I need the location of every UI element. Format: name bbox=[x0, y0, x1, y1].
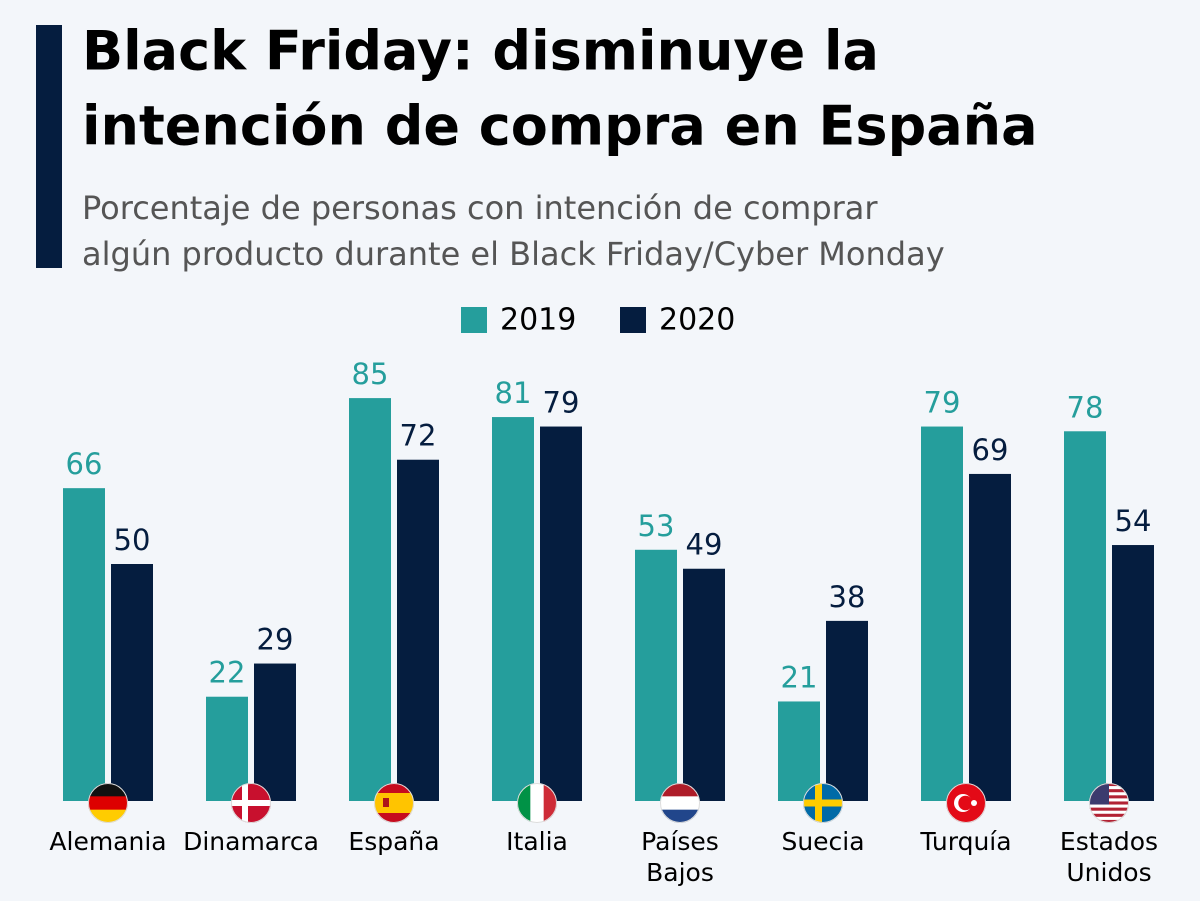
flag-stripe bbox=[1089, 819, 1129, 823]
bar bbox=[206, 696, 248, 801]
flag-stripe bbox=[1089, 807, 1129, 812]
flag-border bbox=[1089, 783, 1129, 823]
value-label: 38 bbox=[829, 580, 866, 614]
flag-border bbox=[803, 783, 843, 823]
bar bbox=[969, 473, 1011, 801]
bar bbox=[635, 549, 677, 801]
chart-title: Black Friday: disminuye la bbox=[82, 20, 879, 83]
chart-subtitle: algún producto durante el Black Friday/C… bbox=[82, 235, 945, 273]
value-label: 79 bbox=[924, 386, 961, 420]
x-tick-label: Italia bbox=[506, 827, 568, 856]
value-label: 69 bbox=[972, 433, 1009, 467]
value-label: 79 bbox=[543, 386, 580, 420]
value-label: 50 bbox=[114, 523, 151, 557]
value-label: 29 bbox=[257, 623, 294, 657]
flag bbox=[803, 783, 843, 823]
flag-stripe bbox=[660, 796, 700, 811]
flag-stripe bbox=[530, 783, 545, 823]
value-label: 22 bbox=[209, 656, 246, 690]
x-tick-label: Suecia bbox=[781, 827, 865, 856]
chart-subtitle: Porcentaje de personas con intención de … bbox=[82, 189, 878, 227]
value-label: 53 bbox=[638, 509, 675, 543]
flag-border bbox=[374, 783, 414, 823]
flag bbox=[231, 783, 271, 823]
value-label: 72 bbox=[400, 419, 437, 453]
flag bbox=[374, 783, 414, 823]
flag-border bbox=[231, 783, 271, 823]
flag-star bbox=[971, 800, 977, 806]
flag-stripe bbox=[374, 783, 414, 794]
bar bbox=[1064, 431, 1106, 801]
flag-cross bbox=[231, 800, 271, 806]
flag-cross bbox=[803, 799, 843, 807]
flag-emblem bbox=[383, 798, 389, 807]
flag-border bbox=[88, 783, 128, 823]
x-tick-label: Países Bajos bbox=[641, 827, 719, 887]
bar bbox=[778, 701, 820, 801]
flag-border bbox=[660, 783, 700, 823]
flag-stripe bbox=[374, 813, 414, 823]
flag-stripe bbox=[88, 796, 128, 811]
x-tick-label: España bbox=[348, 827, 440, 856]
flag-stripe bbox=[374, 803, 414, 814]
value-label: 85 bbox=[352, 357, 389, 391]
x-tick-label: Turquía bbox=[920, 827, 1012, 856]
flag bbox=[946, 783, 986, 823]
value-label: 21 bbox=[781, 660, 818, 694]
value-label: 49 bbox=[686, 528, 723, 562]
bar bbox=[540, 426, 582, 801]
value-label: 54 bbox=[1115, 504, 1152, 538]
flag-stripe bbox=[1089, 816, 1129, 821]
flag-border bbox=[517, 783, 557, 823]
legend-label: 2019 bbox=[500, 303, 576, 338]
bar bbox=[492, 417, 534, 801]
value-label: 81 bbox=[495, 376, 532, 410]
value-label: 78 bbox=[1067, 390, 1104, 424]
x-tick-label: Estados Unidos bbox=[1059, 827, 1159, 887]
bar bbox=[111, 564, 153, 801]
bar bbox=[63, 488, 105, 801]
flag-moon bbox=[958, 795, 973, 811]
x-tick-label: Alemania bbox=[49, 827, 167, 856]
bar bbox=[683, 568, 725, 801]
legend-swatch bbox=[620, 307, 646, 333]
title-accent bbox=[36, 25, 62, 268]
flag-stripe bbox=[1089, 804, 1129, 809]
chart-title: intención de compra en España bbox=[82, 95, 1038, 158]
value-label: 66 bbox=[66, 447, 103, 481]
flag-border bbox=[946, 783, 986, 823]
legend-label: 2020 bbox=[659, 303, 735, 338]
flag-stripe bbox=[1089, 813, 1129, 818]
bar bbox=[397, 459, 439, 801]
x-tick-label: Dinamarca bbox=[183, 827, 319, 856]
flag-stripe bbox=[374, 793, 414, 804]
legend-swatch bbox=[461, 307, 487, 333]
bar bbox=[1112, 545, 1154, 801]
bar bbox=[826, 620, 868, 801]
bar bbox=[254, 663, 296, 801]
bar bbox=[349, 398, 391, 801]
flag-stripe bbox=[1089, 810, 1129, 815]
bar bbox=[921, 426, 963, 801]
